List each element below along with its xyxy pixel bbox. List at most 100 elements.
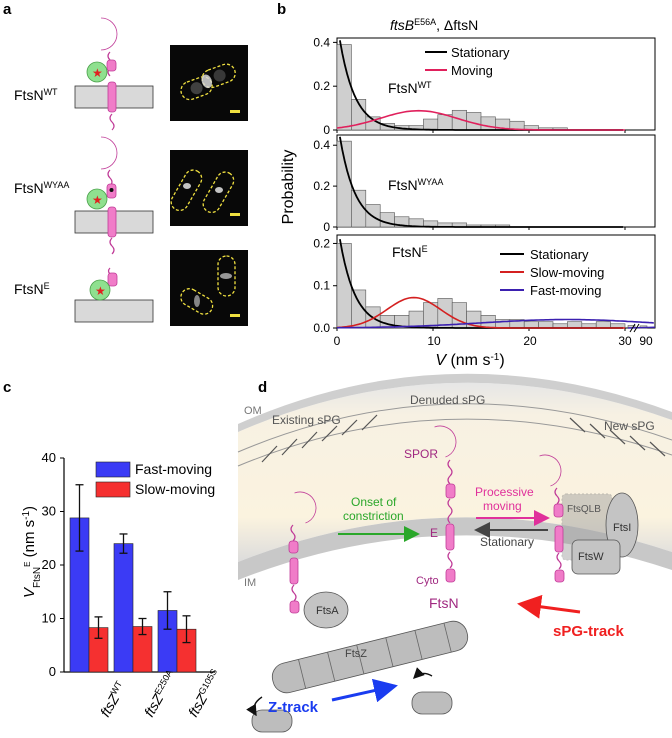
histogram-bar [595,321,611,329]
axis-break [629,323,636,333]
panel-c-label: c [3,379,11,396]
histogram-bar [336,243,352,329]
slow-moving-fit-curve [336,296,625,329]
spor-domain-icon [434,425,457,458]
fast-moving-fit-curve [336,318,654,329]
panel-d: d OM IM Existing sPG Denuded sPG New sPG [237,373,672,733]
y-tick: 40 [42,450,56,465]
stationary-label: Stationary [480,535,534,549]
x-tick: 90 [639,334,653,348]
legend-fast-moving: Fast-moving [530,283,602,298]
scale-bar [230,213,240,216]
scale-bar [230,110,240,113]
processive-label: Processive [475,485,534,499]
y-tick: 0.4 [313,138,330,152]
ftsqlb-label: FtsQLB [567,504,601,515]
subplot-label-e: FtsNE [392,244,428,260]
subplot-label-wt: FtsNWT [388,80,432,96]
histogram-bar [423,118,439,131]
moving-fit-curve [336,109,625,131]
row-label-wyaa: FtsNWYAA [14,180,69,196]
schematic-e: ★ [74,267,154,323]
spg-track-label: sPG-track [553,623,625,640]
schematic-wyaa: ★ [74,136,154,255]
panel-a: a FtsNWT FtsNWYAA FtsNE ★ ★ [3,1,248,326]
ftsa-icon [303,591,349,629]
row-label-e: FtsNE [14,281,50,297]
panel-b-xlabel: V (nm s-1) [435,352,504,370]
ftsz-label: FtsZ [345,648,367,660]
subplot-frame [336,234,656,329]
y-tick: 0 [49,664,56,679]
cyto-label: Cyto [416,575,439,587]
histogram-bar [336,140,352,228]
histogram-bar [336,44,352,131]
sPG-layer-line [237,418,672,467]
legend-fast-moving: Fast-moving [135,461,212,477]
panel-c-ylabel: VFtsNE (nm s-1) [21,506,43,598]
sPG-strands [261,414,666,463]
stationary-fit-curve [339,136,624,228]
fluorescent-protein-icon [86,188,108,210]
legend-stationary: Stationary [530,247,589,262]
y-tick: 30 [42,504,56,519]
subplot-label-wyaa: FtsNWYAA [388,177,443,193]
spor-domain-icon [294,491,317,524]
om-label: OM [244,405,262,417]
ftsw-label: FtsW [578,551,604,563]
histogram-bar [523,321,539,329]
legend-slow-moving: Slow-moving [530,265,604,280]
x-tick: 10 [427,334,441,348]
spor-domain-icon [539,454,562,487]
existing-spg-label: Existing sPG [272,413,341,427]
row-label-wt: FtsNWT [14,87,58,103]
category-label: ftsZWT [97,679,130,720]
spor-domain-icon [100,136,118,170]
panel-b-title: ftsBE56A, ΔftsN [390,17,478,33]
onset-label: constriction [343,509,404,523]
star-icon: ★ [92,193,103,207]
scale-bar [230,314,240,317]
processive-label: moving [483,499,522,513]
tm-domain-icon [107,81,117,113]
y-tick: 0 [323,123,330,137]
ftsa-label: FtsA [316,605,339,617]
z-track-arrow [331,678,398,703]
e-label: E [430,526,438,540]
category-label: ftsZE250A [141,668,180,720]
histogram-bar [538,321,554,329]
panel-b-label: b [277,1,286,18]
y-tick: 0.2 [313,79,330,93]
im-label: IM [244,577,256,589]
histogram-bar [567,321,583,329]
ftsn-center [434,425,457,583]
legend-slow-moving: Slow-moving [135,481,215,497]
x-tick: 20 [523,334,537,348]
outer-membrane [238,373,672,432]
y-tick: 0 [323,220,330,234]
ftsi-label: FtsI [613,522,631,534]
spor-label: SPOR [404,447,438,461]
spor-domain-icon [100,17,118,51]
legend-top: Stationary Moving [425,45,510,78]
micrograph-e [170,250,248,326]
histogram-bar [480,116,496,131]
fluorescent-protein-icon [86,61,108,83]
fluorescent-protein-icon [89,279,111,301]
schematic-wt: ★ [74,17,154,131]
divisome-complex: FtsQLB FtsI FtsW [561,492,639,575]
micrograph-wyaa [170,150,248,226]
new-spg-label: New sPG [604,419,655,433]
legend-moving: Moving [451,63,493,78]
panel-d-label: d [258,379,267,396]
panel-c: c VFtsNE (nm s-1) 0 10 20 30 40 Fast-moving … [3,379,225,720]
y-tick: 0.2 [313,179,330,193]
panel-b-ylabel: Probability [280,150,297,225]
y-tick: 0.0 [313,321,330,335]
legend-c: Fast-moving Slow-moving [95,461,215,498]
ftsn-right [539,454,565,583]
category-label: ftsZG105S [185,667,225,719]
star-icon: ★ [92,66,103,80]
denuded-spg-label: Denuded sPG [410,393,485,407]
